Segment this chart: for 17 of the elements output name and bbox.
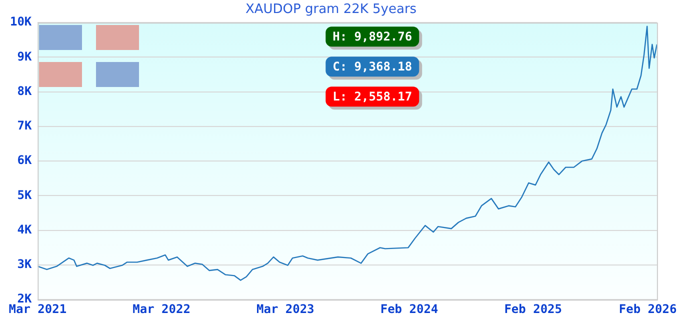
y-tick-label: 6K [17,153,32,168]
chart-title: XAUDOP gram 22K 5years [245,2,417,18]
annotation: H: 9,892.76 [332,30,412,44]
x-tick-label: Mar 2023 [256,302,314,316]
x-tick-label: Mar 2022 [132,302,190,316]
y-tick-label: 9K [17,49,32,64]
y-tick-label: 4K [17,222,32,236]
y-tick-label: 10K [10,14,32,29]
y-tick-label: 8K [17,84,32,98]
x-tick-label: Feb 2025 [504,302,562,316]
x-tick-label: Feb 2026 [618,302,677,316]
annotation: L: 2,558.17 [332,90,412,104]
x-tick-label: Feb 2024 [380,302,438,316]
y-tick-label: 7K [17,118,32,133]
annotation: C: 9,368.18 [332,60,412,74]
y-tick-label: 3K [17,257,32,272]
y-tick-label: 5K [17,188,32,202]
